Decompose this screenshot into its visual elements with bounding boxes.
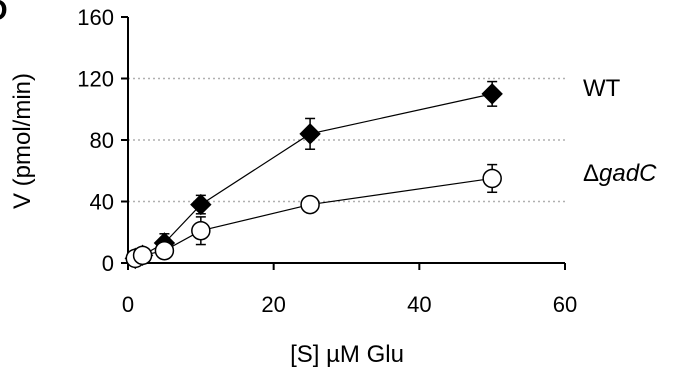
y-tick-label-120: 120 [77, 67, 114, 92]
point-0-5 [481, 83, 503, 105]
x-tick-label-0: 0 [122, 292, 134, 317]
point-0-4 [299, 123, 321, 145]
tick-labels: 0 40 80 120 160 0 20 40 60 [77, 5, 577, 317]
axes [121, 16, 566, 270]
series-line-1 [135, 177, 493, 259]
y-axis-label: V (pmol/min) [9, 73, 36, 209]
x-tick-label-20: 20 [261, 292, 285, 317]
delta-symbol: Δ [583, 160, 600, 187]
y-tick-label-40: 40 [90, 190, 114, 215]
legend-label-gadc: ΔgadC [583, 160, 656, 188]
gene-name: gadC [599, 160, 657, 187]
y-tick-label-160: 160 [77, 5, 114, 30]
series-marks [124, 80, 503, 270]
point-0-3 [190, 193, 212, 216]
y-tick-label-0: 0 [102, 251, 114, 276]
point-1-4 [300, 194, 320, 215]
x-tick-label-40: 40 [407, 292, 431, 317]
point-1-1 [132, 245, 153, 266]
x-tick-label-60: 60 [553, 292, 577, 317]
legend-label-wt: WT [583, 75, 621, 102]
y-tick-label-80: 80 [90, 128, 114, 153]
x-axis-label: [S] µM Glu [290, 341, 404, 368]
point-1-3 [191, 220, 211, 241]
panel-letter: D [0, 0, 8, 28]
point-1-5 [482, 168, 502, 189]
point-1-2 [154, 240, 175, 261]
